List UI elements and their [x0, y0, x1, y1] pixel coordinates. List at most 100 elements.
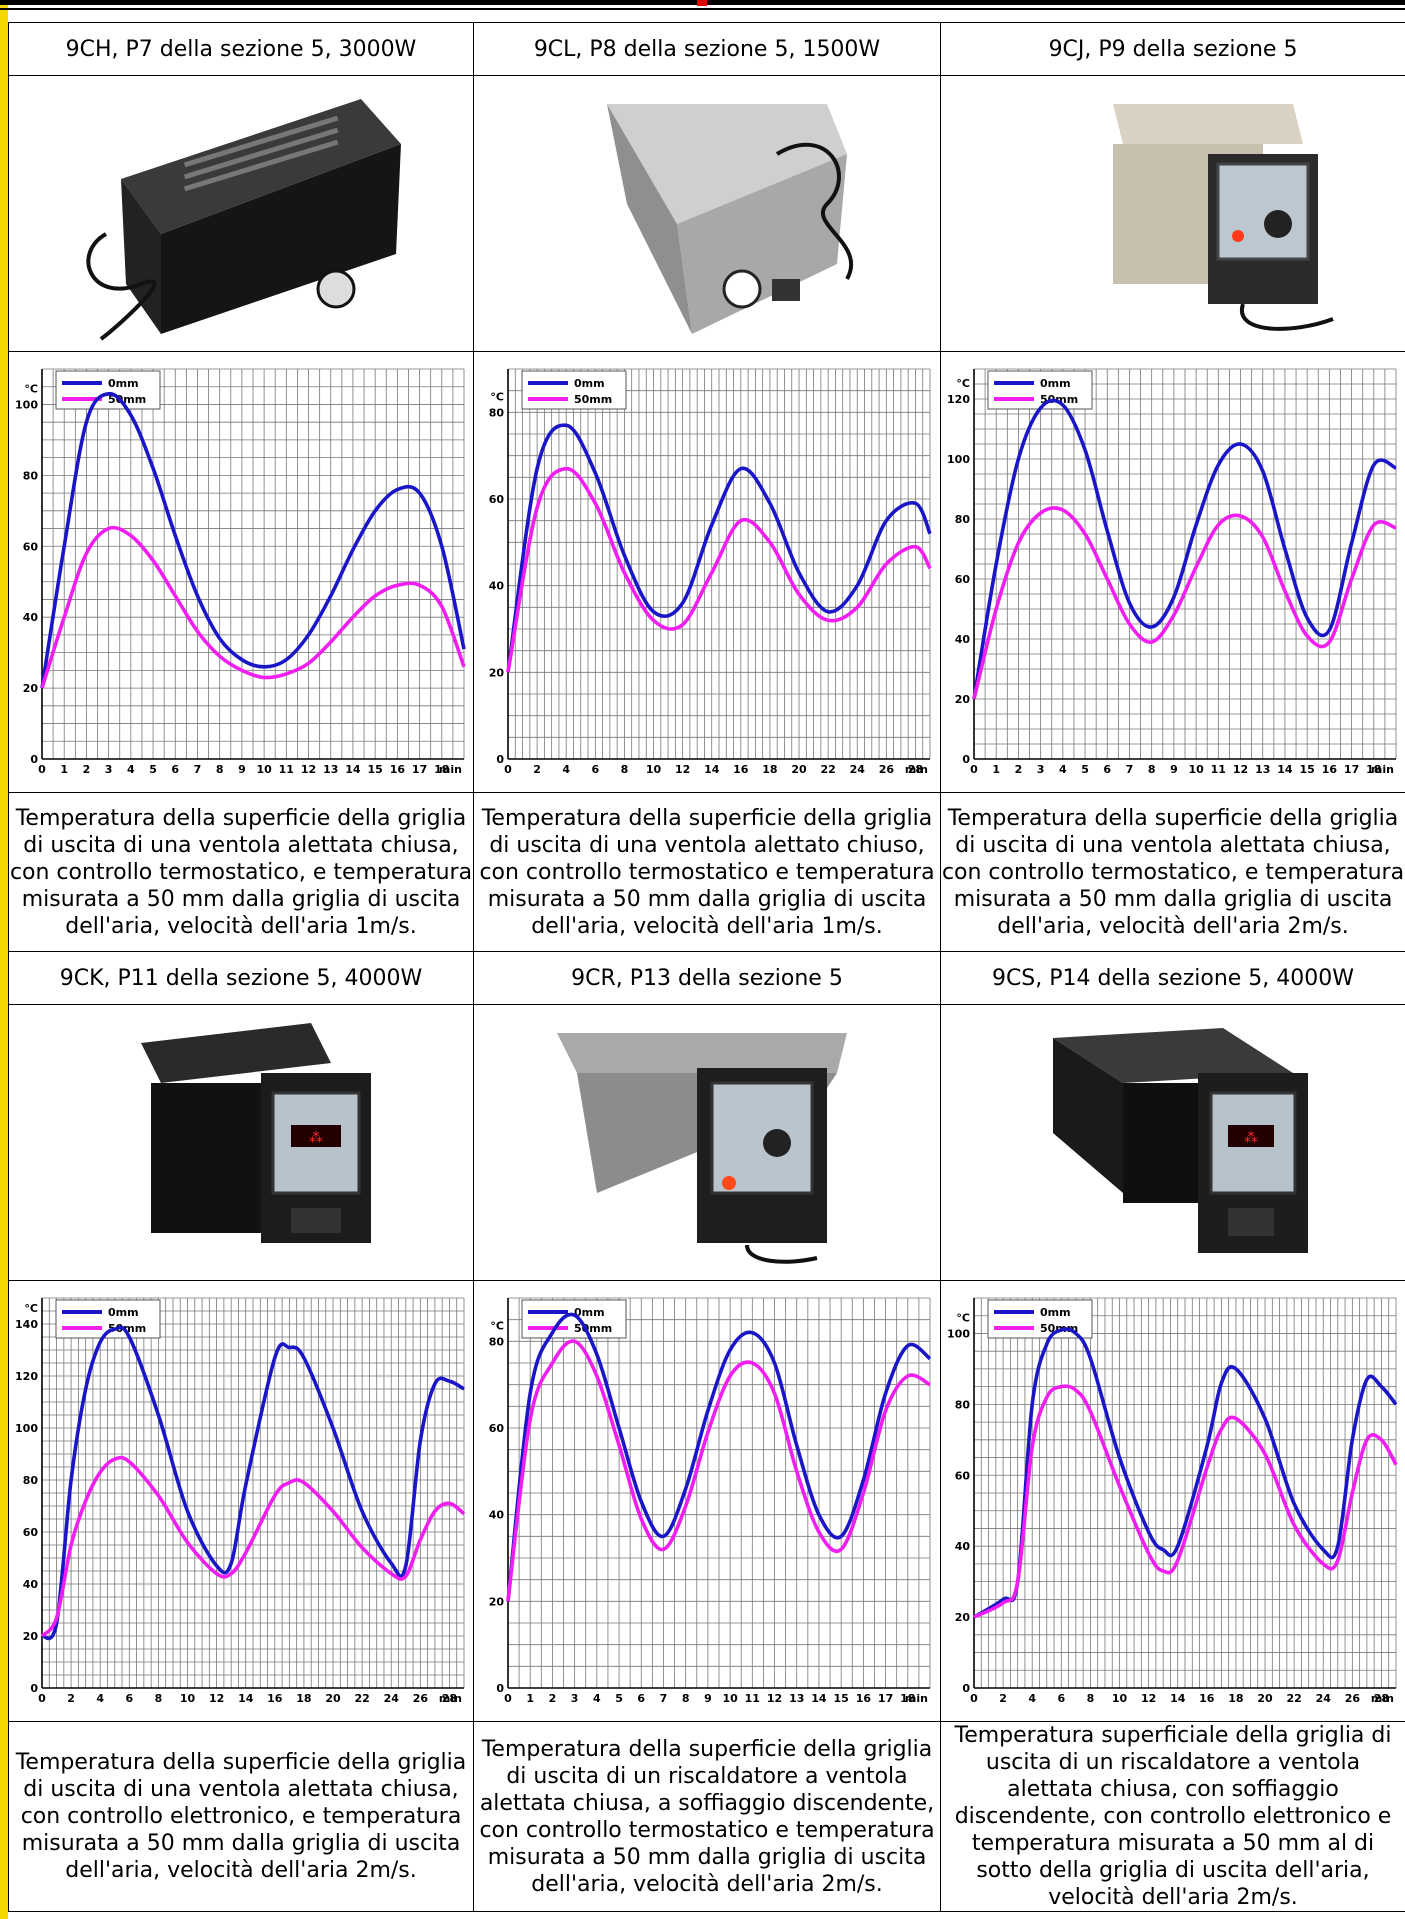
- y-tick-label: 20: [954, 1611, 970, 1624]
- chart-grid: [507, 368, 930, 760]
- x-tick-label: 14: [1277, 763, 1293, 776]
- steel-fan-heater-icon: [607, 103, 854, 334]
- x-tick-label: 8: [215, 763, 223, 776]
- y-tick-label: 0: [496, 1682, 504, 1695]
- legend-label: 0mm: [108, 1306, 139, 1319]
- x-tick-label: 10: [1111, 1692, 1127, 1705]
- x-tick-label: 7: [1125, 763, 1133, 776]
- y-tick-label: 100: [15, 398, 38, 411]
- y-tick-label: 80: [488, 1335, 504, 1348]
- x-tick-label: 13: [323, 763, 338, 776]
- x-tick-label: 17: [877, 1692, 892, 1705]
- y-tick-label: 80: [22, 469, 38, 482]
- y-tick-label: 100: [15, 1422, 38, 1435]
- legend-label: 50mm: [108, 1322, 146, 1335]
- x-tick-label: 5: [149, 763, 157, 776]
- series-line-0mm: [972, 1327, 1397, 1619]
- x-tick-label: 0: [38, 763, 46, 776]
- y-tick-label: 20: [954, 693, 970, 706]
- panel-caption-1: Temperatura della superficie della grigl…: [473, 792, 941, 952]
- x-tick-label: 10: [722, 1692, 738, 1705]
- downflow-fan-heater-icon: [557, 1032, 847, 1264]
- x-tick-label: 0: [970, 1692, 978, 1705]
- x-tick-label: 8: [1086, 1692, 1094, 1705]
- x-tick-label: 7: [659, 1692, 667, 1705]
- y-unit-label: °C: [956, 1311, 970, 1324]
- y-tick-label: 120: [15, 1370, 38, 1383]
- series-line-50mm: [39, 525, 466, 689]
- y-tick-label: 20: [488, 1595, 504, 1608]
- x-tick-label: 18: [1366, 763, 1381, 776]
- panel-header-5: 9CS, P14 della sezione 5, 4000W: [940, 951, 1405, 1005]
- y-unit-label: °C: [24, 382, 38, 395]
- y-tick-label: 20: [22, 682, 38, 695]
- x-tick-label: 26: [412, 1692, 428, 1705]
- chart-grid: [507, 1297, 930, 1689]
- x-tick-label: 24: [1315, 1692, 1331, 1705]
- y-unit-label: °C: [24, 1302, 38, 1315]
- x-tick-label: 4: [127, 763, 135, 776]
- x-tick-label: 12: [674, 763, 689, 776]
- x-tick-label: 14: [345, 763, 361, 776]
- x-tick-label: 6: [591, 763, 599, 776]
- y-tick-label: 100: [947, 453, 970, 466]
- x-tick-label: 22: [354, 1692, 369, 1705]
- x-tick-label: 2: [1014, 763, 1022, 776]
- x-tick-label: 24: [383, 1692, 399, 1705]
- chart-cell-1: 0 20 40 60 80 0 2 4 6 8 10 12 14 16 18 20 22 24 26 28 °C min 0…: [473, 351, 941, 793]
- x-tick-label: 9: [704, 1692, 712, 1705]
- y-tick-label: 80: [488, 406, 504, 419]
- x-tick-label: 7: [193, 763, 201, 776]
- series-line-50mm: [505, 1339, 931, 1602]
- legend-box: [521, 370, 626, 410]
- x-tick-label: 3: [1036, 763, 1044, 776]
- x-tick-label: 10: [1188, 763, 1204, 776]
- series-line-50mm: [971, 506, 1397, 700]
- x-tick-label: 6: [125, 1692, 133, 1705]
- x-tick-label: 3: [570, 1692, 578, 1705]
- chart-grid: [41, 1297, 464, 1689]
- x-tick-label: 2: [67, 1692, 75, 1705]
- x-tick-label: 1: [60, 763, 68, 776]
- x-tick-label: 5: [615, 1692, 623, 1705]
- x-tick-label: 4: [1028, 1692, 1036, 1705]
- x-tick-label: 12: [208, 1692, 223, 1705]
- panel-header-4: 9CR, P13 della sezione 5: [473, 951, 941, 1005]
- legend-label: 0mm: [1040, 377, 1071, 390]
- x-tick-label: 13: [1255, 763, 1270, 776]
- panel-header-3: 9CK, P11 della sezione 5, 4000W: [8, 951, 474, 1005]
- x-tick-label: 0: [970, 763, 978, 776]
- x-tick-label: 0: [504, 763, 512, 776]
- y-tick-label: 20: [488, 666, 504, 679]
- legend-label: 0mm: [574, 377, 605, 390]
- x-tick-label: 4: [96, 1692, 104, 1705]
- y-tick-label: 0: [962, 1682, 970, 1695]
- x-tick-label: 18: [1228, 1692, 1243, 1705]
- chart-grid: [41, 368, 464, 760]
- x-tick-label: 28: [1373, 1692, 1388, 1705]
- y-tick-label: 140: [15, 1318, 38, 1331]
- y-tick-label: 0: [30, 753, 38, 766]
- black-electronic-fan-heater-icon: ⁂: [141, 1022, 371, 1243]
- x-tick-label: 2: [82, 763, 90, 776]
- x-tick-label: 16: [733, 763, 749, 776]
- x-tick-label: 13: [789, 1692, 804, 1705]
- chart-cell-2: 0 20 40 60 80 100 120 0 1 2 3 4 5 6 7 8 9 10 11 12 13 14 15 16 1…: [940, 351, 1405, 793]
- chart-cell-4: 0 20 40 60 80 0 1 2 3 4 5 6 7 8 9 10 11 12 13 14 15 16 17 18 °C m…: [473, 1280, 941, 1722]
- y-tick-label: 0: [962, 753, 970, 766]
- y-tick-label: 40: [488, 1509, 504, 1522]
- y-unit-label: °C: [490, 390, 504, 403]
- x-tick-label: 4: [562, 763, 570, 776]
- x-tick-label: 15: [367, 763, 382, 776]
- series-line-0mm: [39, 391, 466, 689]
- x-unit-label: min: [438, 1692, 461, 1705]
- y-tick-label: 60: [954, 1469, 970, 1482]
- series-line-0mm: [971, 398, 1397, 700]
- x-tick-label: 2: [533, 763, 541, 776]
- x-tick-label: 10: [645, 763, 661, 776]
- y-tick-label: 40: [488, 580, 504, 593]
- legend-box: [521, 1299, 626, 1339]
